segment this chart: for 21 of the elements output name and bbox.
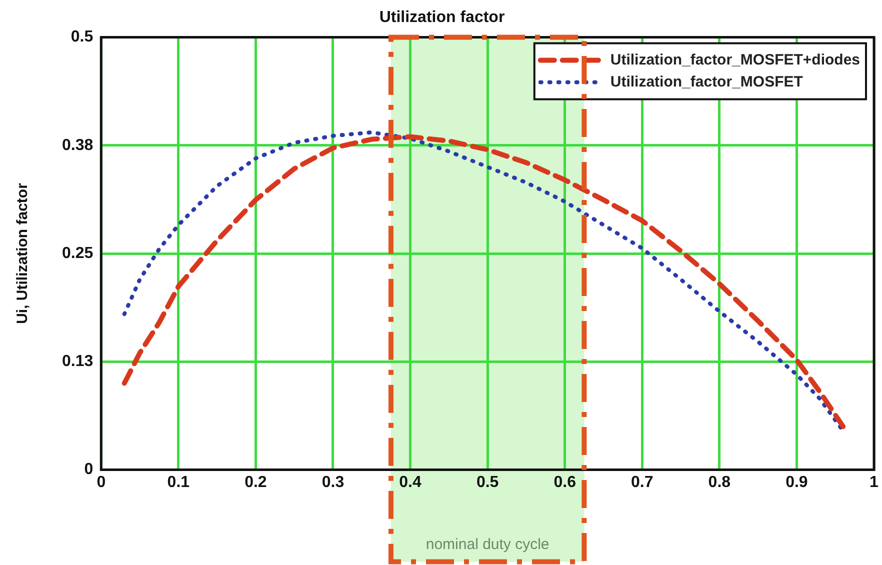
x-tick-label: 0.5 <box>476 474 499 491</box>
x-tick-label: 0 <box>96 474 106 491</box>
x-tick-label: 0.3 <box>322 474 344 491</box>
x-tick-label: 0.9 <box>786 474 808 491</box>
y-tick-label: 0.38 <box>62 136 94 154</box>
band-label: nominal duty cycle <box>426 536 550 553</box>
y-tick-label: 0.13 <box>62 353 94 370</box>
x-tick-label: 0.1 <box>167 474 190 491</box>
y-tick-label: 0.5 <box>70 28 94 46</box>
legend-label: Utilization_factor_MOSFET+diodes <box>610 51 860 68</box>
chart-title: Utilization factor <box>379 9 505 26</box>
x-tick-label: 0.2 <box>244 474 267 491</box>
x-tick-label: 0.7 <box>631 474 654 491</box>
y-tick-label: 0 <box>84 461 94 478</box>
x-tick-label: 1 <box>870 474 879 491</box>
x-tick-label: 0.4 <box>399 474 422 491</box>
legend-label: Utilization_factor_MOSFET <box>610 73 803 90</box>
x-tick-label: 0.8 <box>708 474 731 491</box>
y-tick-label: 0.25 <box>62 244 94 262</box>
x-tick-label: 0.6 <box>554 474 576 491</box>
y-axis-title: Ui, Utilization factor <box>14 182 32 324</box>
